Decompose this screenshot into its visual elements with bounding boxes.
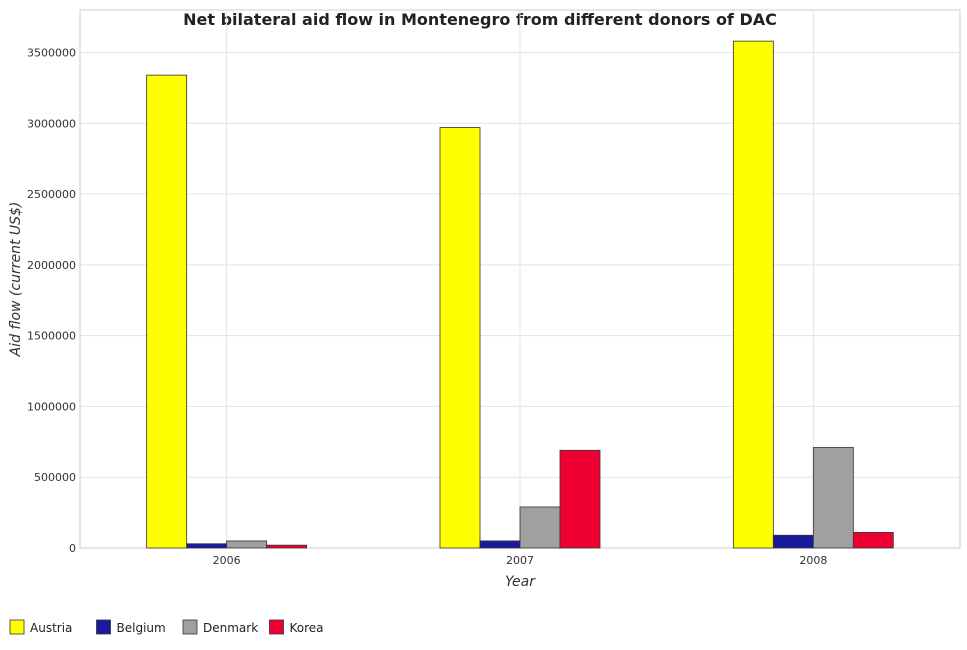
y-tick-label: 2000000 bbox=[27, 259, 76, 272]
legend-swatch-belgium bbox=[97, 620, 111, 634]
bar-denmark-2006 bbox=[227, 541, 267, 548]
bar-korea-2007 bbox=[560, 450, 600, 548]
bar-austria-2007 bbox=[440, 128, 480, 548]
y-tick-label: 1500000 bbox=[27, 330, 76, 343]
legend-label-austria: Austria bbox=[30, 621, 72, 635]
x-tick-label: 2008 bbox=[799, 554, 827, 567]
legend-swatch-austria bbox=[10, 620, 24, 634]
bar-austria-2006 bbox=[147, 75, 187, 548]
y-axis-label: Aid flow (current US$) bbox=[8, 202, 24, 358]
y-tick-label: 500000 bbox=[34, 471, 76, 484]
bar-korea-2006 bbox=[267, 545, 307, 548]
bar-denmark-2008 bbox=[813, 447, 853, 548]
bar-belgium-2008 bbox=[773, 535, 813, 548]
bar-belgium-2007 bbox=[480, 541, 520, 548]
x-tick-label: 2007 bbox=[506, 554, 534, 567]
legend-label-denmark: Denmark bbox=[203, 621, 258, 635]
bar-belgium-2006 bbox=[187, 544, 227, 548]
legend-label-belgium: Belgium bbox=[117, 621, 166, 635]
y-tick-label: 3500000 bbox=[27, 46, 76, 59]
x-axis-ticks: 2006 2007 2008 bbox=[213, 554, 828, 567]
x-axis-label: Year bbox=[505, 574, 536, 590]
legend-label-korea: Korea bbox=[290, 621, 324, 635]
chart-title: Net bilateral aid flow in Montenegro fro… bbox=[183, 10, 777, 29]
legend-swatch-denmark bbox=[183, 620, 197, 634]
bar-denmark-2007 bbox=[520, 507, 560, 548]
y-tick-label: 2500000 bbox=[27, 188, 76, 201]
bar-korea-2008 bbox=[853, 532, 893, 548]
bar-austria-2008 bbox=[733, 41, 773, 548]
y-axis-ticks: 0 500000 1000000 1500000 2000000 2500000 30000… bbox=[27, 46, 76, 555]
legend-swatch-korea bbox=[270, 620, 284, 634]
y-tick-label: 1000000 bbox=[27, 400, 76, 413]
y-tick-label: 3000000 bbox=[27, 117, 76, 130]
y-tick-label: 0 bbox=[69, 542, 76, 555]
legend: Austria Belgium Denmark Korea bbox=[10, 620, 324, 635]
x-tick-label: 2006 bbox=[213, 554, 241, 567]
